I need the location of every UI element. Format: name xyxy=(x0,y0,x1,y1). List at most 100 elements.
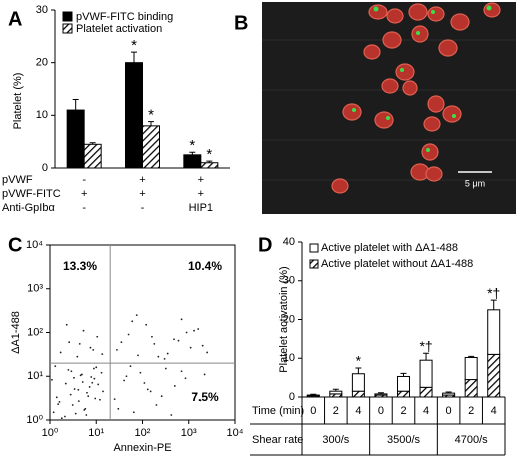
point xyxy=(99,398,101,401)
bar xyxy=(125,62,143,169)
panel-label: A xyxy=(8,8,22,30)
point xyxy=(146,388,149,391)
x-axis-label: Annexin-PE xyxy=(113,442,171,454)
legend-swatch xyxy=(62,23,73,34)
y-tick-label: 10 xyxy=(283,352,295,364)
x-tick-label: 2 xyxy=(333,405,339,417)
significance-marker: * xyxy=(148,107,154,124)
x-tick-label: 10² xyxy=(135,427,151,439)
panel-label: D xyxy=(258,234,272,256)
x-tick-label: 4 xyxy=(355,405,361,417)
panel-label: C xyxy=(8,234,22,256)
bar-segment xyxy=(306,394,320,397)
significance-marker: *† xyxy=(487,285,500,301)
point xyxy=(153,342,156,345)
x-tick-label: 10⁰ xyxy=(42,427,59,439)
point xyxy=(194,392,197,395)
point xyxy=(78,342,81,345)
error-bar xyxy=(131,51,137,63)
point xyxy=(54,365,57,368)
bar xyxy=(142,125,160,169)
scale-bar-label: 5 μm xyxy=(465,178,485,188)
point xyxy=(197,328,200,330)
point xyxy=(184,377,187,380)
point xyxy=(57,403,60,406)
point xyxy=(160,395,163,398)
point xyxy=(193,329,195,332)
point xyxy=(155,404,158,406)
error-bar xyxy=(148,121,154,126)
bar-segment xyxy=(374,393,388,396)
y-tick-label: 0 xyxy=(289,391,295,403)
point xyxy=(149,390,152,393)
point xyxy=(83,409,86,411)
error-bar xyxy=(355,367,362,374)
panel-label: B xyxy=(234,12,248,34)
x-tick-label: 0 xyxy=(310,405,316,417)
row-cell: HIP1 xyxy=(189,202,213,214)
point xyxy=(199,399,202,402)
x-tick-label: 10⁴ xyxy=(227,427,244,439)
error-bar xyxy=(423,352,430,361)
point xyxy=(185,331,188,334)
point xyxy=(129,365,132,368)
row-cell: + xyxy=(139,174,145,186)
point xyxy=(180,318,183,321)
x-tick-label: 10³ xyxy=(181,427,197,439)
y-tick-label: 10⁴ xyxy=(26,239,43,251)
point xyxy=(97,383,100,386)
point xyxy=(60,417,63,420)
point xyxy=(135,314,138,316)
x-tick-label: 0 xyxy=(378,405,384,417)
point xyxy=(189,346,192,349)
quadrant-label: 7.5% xyxy=(191,390,219,404)
point xyxy=(100,371,103,374)
legend-label: pVWF-FITC binding xyxy=(76,11,173,23)
significance-marker: * xyxy=(189,137,195,154)
legend-label: Active platelet without ΔA1-488 xyxy=(321,258,473,270)
row-label: Anti-GpIbα xyxy=(2,202,55,214)
error-bar xyxy=(400,372,407,377)
bar-segment xyxy=(419,359,433,388)
point xyxy=(88,386,91,388)
y-axis-label: Platelet activatoin (%) xyxy=(278,266,290,372)
y-axis-label: ΔA1-488 xyxy=(10,311,22,354)
point xyxy=(86,391,88,394)
significance-marker: * xyxy=(356,353,362,369)
point xyxy=(96,335,99,338)
point xyxy=(127,333,130,336)
group-label: 300/s xyxy=(322,434,349,446)
y-tick-label: 30 xyxy=(283,275,295,287)
point xyxy=(73,376,75,379)
x-tick-label: 2 xyxy=(468,405,474,417)
point xyxy=(116,349,118,351)
point xyxy=(92,349,95,351)
legend-swatch xyxy=(62,11,73,22)
point xyxy=(74,412,77,415)
y-tick-label: 10⁰ xyxy=(26,414,43,426)
y-tick-label: 20 xyxy=(36,57,48,69)
point xyxy=(64,382,67,385)
point xyxy=(139,371,142,374)
point xyxy=(170,414,173,416)
bar-segment xyxy=(351,390,365,398)
point xyxy=(203,373,206,376)
bar-segment xyxy=(329,390,343,395)
legend-swatch xyxy=(309,259,319,269)
point xyxy=(117,407,120,410)
point xyxy=(77,388,80,391)
y-tick-label: 10 xyxy=(36,109,48,121)
bar xyxy=(200,162,219,169)
bar-segment xyxy=(397,375,410,392)
error-bar xyxy=(490,299,497,310)
point xyxy=(71,404,74,406)
point xyxy=(76,355,79,358)
y-tick-label: 30 xyxy=(36,4,48,16)
bar-segment xyxy=(419,386,433,398)
row-cell: + xyxy=(81,188,87,200)
y-tick-label: 10² xyxy=(27,326,43,338)
point xyxy=(89,346,92,349)
point xyxy=(51,378,53,381)
x-tick-label: 4 xyxy=(491,405,497,417)
point xyxy=(64,415,66,418)
